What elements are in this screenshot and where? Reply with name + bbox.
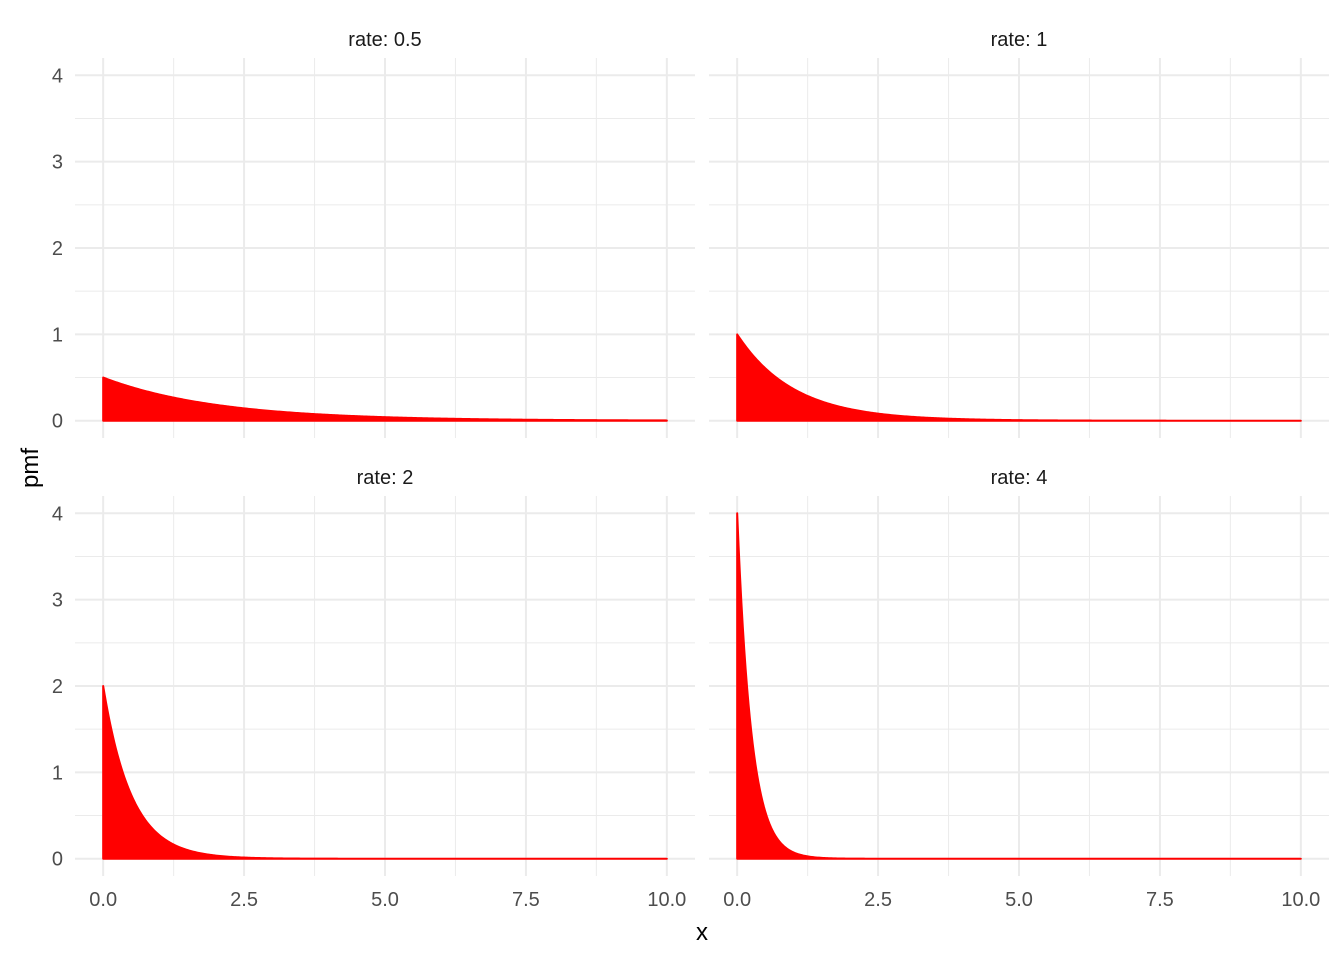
- area-series: [102, 685, 668, 860]
- panel-0: rate: 0.5 0 1 2 3 4: [52, 29, 695, 438]
- x-tick-label: 5.0: [1005, 889, 1033, 911]
- y-tick-label: 1: [52, 324, 63, 346]
- y-tick-label: 2: [52, 676, 63, 698]
- x-tick-label: 10.0: [647, 889, 686, 911]
- y-tick-label: 4: [52, 65, 63, 87]
- y-tick-label: 3: [52, 590, 63, 612]
- x-tick-label: 2.5: [864, 889, 892, 911]
- x-tick-label: 7.5: [1146, 889, 1174, 911]
- y-tick-label: 2: [52, 238, 63, 260]
- panel-strip-label: rate: 4: [991, 467, 1048, 489]
- area-series: [736, 512, 1302, 860]
- x-tick-label: 2.5: [230, 889, 258, 911]
- area-series: [102, 376, 668, 422]
- x-tick-label: 10.0: [1281, 889, 1320, 911]
- panel-strip-label: rate: 2: [357, 467, 414, 489]
- y-tick-label: 4: [52, 503, 63, 525]
- x-tick-label: 0.0: [89, 889, 117, 911]
- panel-2: rate: 2 0 1 2 3 4 0.0 2.5 5.0 7.5 10.0: [52, 467, 695, 911]
- x-axis-title: x: [696, 919, 708, 946]
- panel-strip-label: rate: 0.5: [348, 29, 421, 51]
- y-tick-label: 3: [52, 152, 63, 174]
- x-tick-label: 0.0: [723, 889, 751, 911]
- x-tick-label: 7.5: [512, 889, 540, 911]
- x-tick-label: 5.0: [371, 889, 399, 911]
- panel-3: rate: 4 0.0 2.5 5.0 7.5 10.0: [709, 467, 1329, 911]
- panel-1: rate: 1: [709, 29, 1329, 438]
- y-tick-label: 0: [52, 411, 63, 433]
- y-axis-title: pmf: [17, 448, 44, 488]
- y-tick-label: 0: [52, 849, 63, 871]
- panels: rate: 0.5 0 1 2 3 4 rate: 1 rate: 2 0 1 2 3 4 0.0 2.5 5…: [52, 29, 1329, 911]
- panel-strip-label: rate: 1: [991, 29, 1048, 51]
- area-series: [736, 333, 1302, 422]
- y-tick-label: 1: [52, 762, 63, 784]
